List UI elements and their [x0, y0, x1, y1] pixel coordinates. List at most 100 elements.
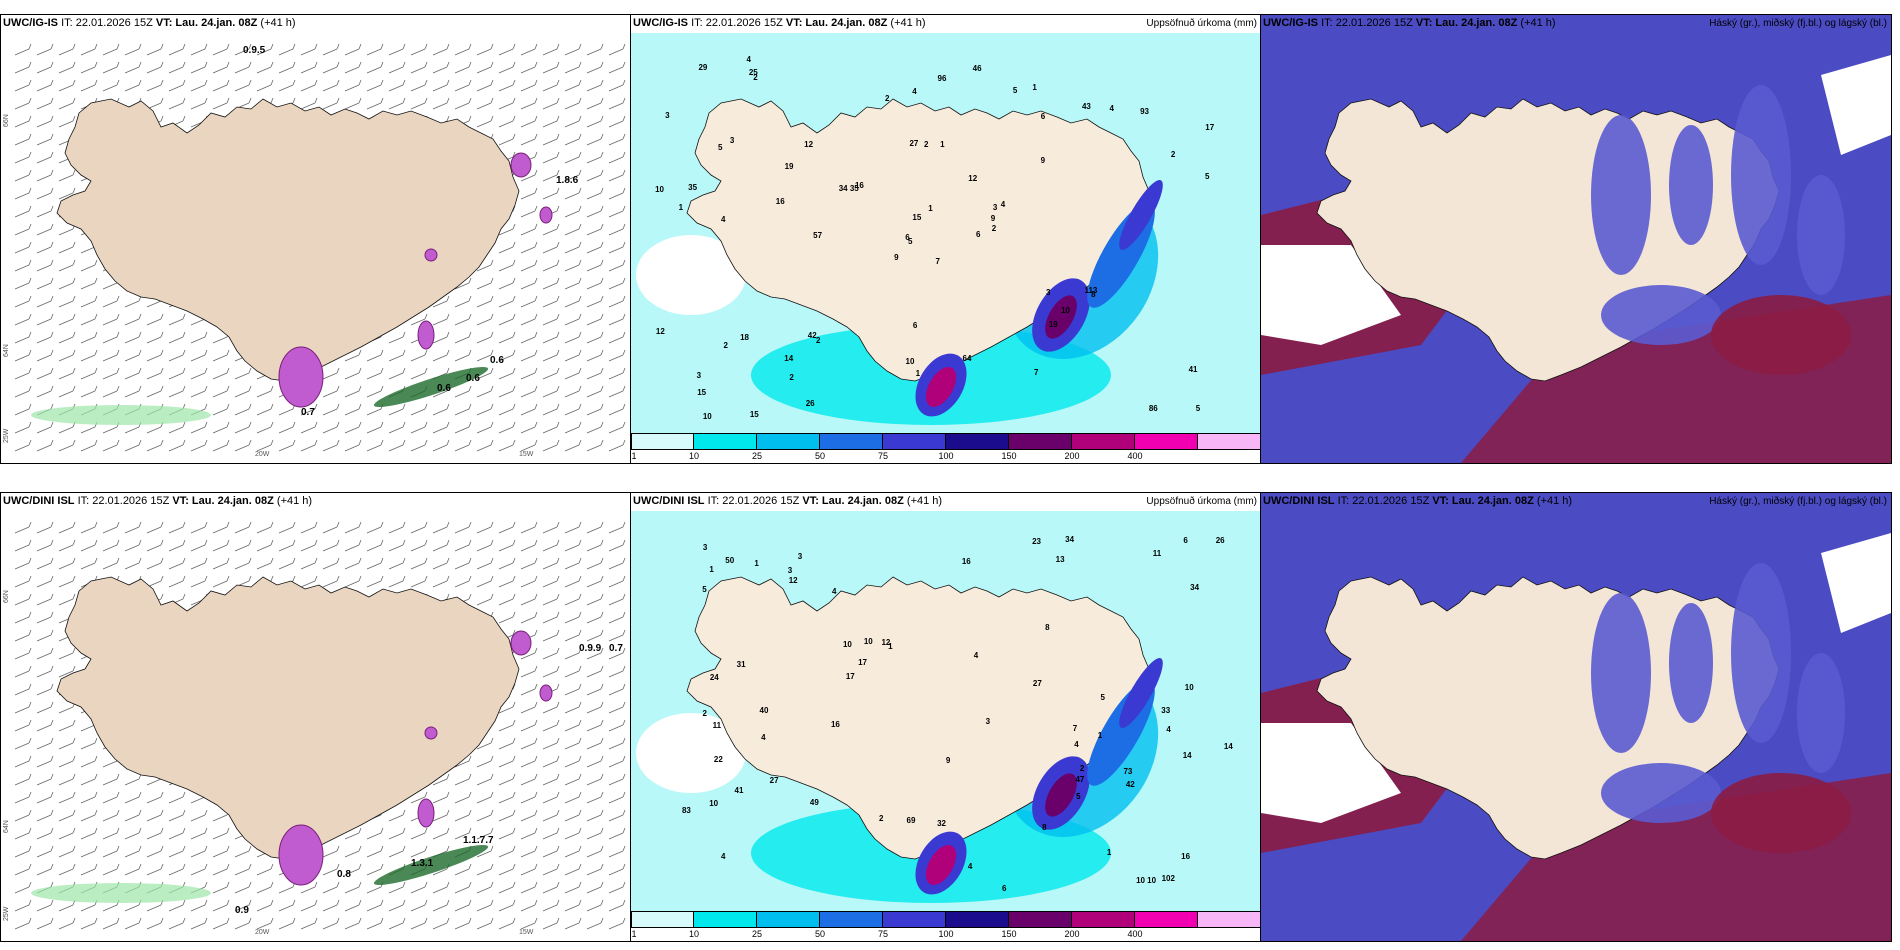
panel-title: UWC/DINI ISL IT: 22.01.2026 15Z VT: Lau.… — [1263, 495, 1573, 507]
wind-barb-flag — [182, 367, 186, 374]
wind-barb — [608, 354, 624, 362]
wind-barb-flag — [578, 151, 582, 158]
wind-barb-flag — [28, 295, 32, 302]
wind-barb — [432, 904, 448, 912]
wind-barb-flag — [556, 349, 560, 356]
wind-barb-flag — [468, 403, 472, 410]
wind-barb-flag — [226, 845, 230, 852]
wind-barb — [14, 868, 30, 876]
wind-barb-flag — [446, 791, 450, 798]
wind-barb-flag — [358, 79, 362, 86]
wind-barb — [498, 228, 514, 236]
precip-value-label: 17 — [1205, 123, 1215, 133]
wind-barb-flag — [512, 277, 516, 284]
wind-barb — [498, 246, 514, 254]
wind-barb — [586, 796, 602, 804]
wind-barb — [212, 526, 228, 534]
wind-barb — [476, 282, 492, 290]
wind-barb-flag — [358, 421, 362, 428]
wind-barb — [366, 922, 382, 930]
wind-barb-flag — [534, 539, 538, 546]
wind-barb-flag — [116, 557, 120, 564]
wind-barb — [410, 372, 426, 380]
wind-barb — [542, 228, 558, 236]
wind-barb — [542, 120, 558, 128]
wind-barb — [476, 372, 492, 380]
wind-barb — [190, 318, 206, 326]
wind-barb — [36, 426, 52, 434]
wind-barb — [190, 850, 206, 858]
wind-barb-flag — [600, 169, 604, 176]
wind-barb — [124, 390, 140, 398]
panel-right-title: Uppsöfnuð úrkoma (mm) — [1146, 496, 1257, 507]
wind-barb-flag — [72, 557, 76, 564]
wind-barb-flag — [336, 43, 340, 50]
precip-value-label: 2 — [878, 814, 884, 824]
precip-value-label: 5 — [702, 585, 707, 595]
wind-barb — [14, 634, 30, 642]
wind-barb — [322, 904, 338, 912]
wind-barb — [212, 408, 228, 416]
wind-barb — [498, 580, 514, 588]
wind-barb — [476, 390, 492, 398]
wind-barb — [58, 66, 74, 74]
precip-maximum — [1045, 773, 1077, 817]
wind-barb-flag — [226, 557, 230, 564]
wind-barb-flag — [402, 331, 406, 338]
wind-barb-flag — [182, 421, 186, 428]
wind-barb-flag — [160, 791, 164, 798]
wind-barb-flag — [226, 539, 230, 546]
precip-value-label: 2 — [702, 708, 707, 718]
wind-barb-flag — [512, 791, 516, 798]
wind-barb-flag — [270, 917, 274, 924]
wind-barb — [256, 390, 272, 398]
wind-barb-flag — [28, 259, 32, 266]
wind-barb — [36, 652, 52, 660]
wind-barb — [344, 426, 360, 434]
precip-value-label: 8 — [1045, 623, 1050, 633]
wind-barb — [14, 426, 30, 434]
wind-barb-flag — [534, 79, 538, 86]
wind-barb — [564, 318, 580, 326]
wind-barb-flag — [358, 845, 362, 852]
wind-barb — [542, 922, 558, 930]
wind-barb — [146, 904, 162, 912]
wind-barb-flag — [28, 205, 32, 212]
iceland-landmass — [56, 98, 520, 382]
wind-barb — [498, 526, 514, 534]
wind-barb-flag — [622, 169, 626, 176]
wind-barb-flag — [556, 295, 560, 302]
wind-barb — [58, 850, 74, 858]
wind-barb — [212, 922, 228, 930]
wind-barb-flag — [534, 899, 538, 906]
wind-barb — [608, 174, 624, 182]
wind-barb — [586, 444, 602, 452]
wind-barb-flag — [490, 539, 494, 546]
wind-barb-flag — [204, 899, 208, 906]
wind-barb — [498, 444, 514, 452]
wind-barb — [102, 84, 118, 92]
wind-barb — [36, 760, 52, 768]
wind-barb-flag — [490, 313, 494, 320]
wind-barb — [36, 724, 52, 732]
wind-barb — [168, 66, 184, 74]
wind-barb — [476, 444, 492, 452]
wind-barb — [124, 796, 140, 804]
precip-value-label: 1 — [754, 558, 759, 568]
wind-barb — [520, 264, 536, 272]
wind-barb-flag — [622, 241, 626, 248]
wind-barb-flag — [204, 863, 208, 870]
wind-barb — [564, 778, 580, 786]
wind-barb-flag — [512, 881, 516, 888]
precip-value-label: 13 — [1055, 555, 1065, 565]
wind-barb — [476, 850, 492, 858]
wind-barb — [586, 66, 602, 74]
wind-barb — [146, 544, 162, 552]
wind-barb — [58, 724, 74, 732]
colorbar-tick: 150 — [1001, 929, 1017, 939]
wind-barb-flag — [358, 575, 362, 582]
wind-barb-flag — [578, 277, 582, 284]
wind-barb — [146, 426, 162, 434]
wind-barb-flag — [28, 421, 32, 428]
precip-value-label: 27 — [909, 138, 919, 148]
